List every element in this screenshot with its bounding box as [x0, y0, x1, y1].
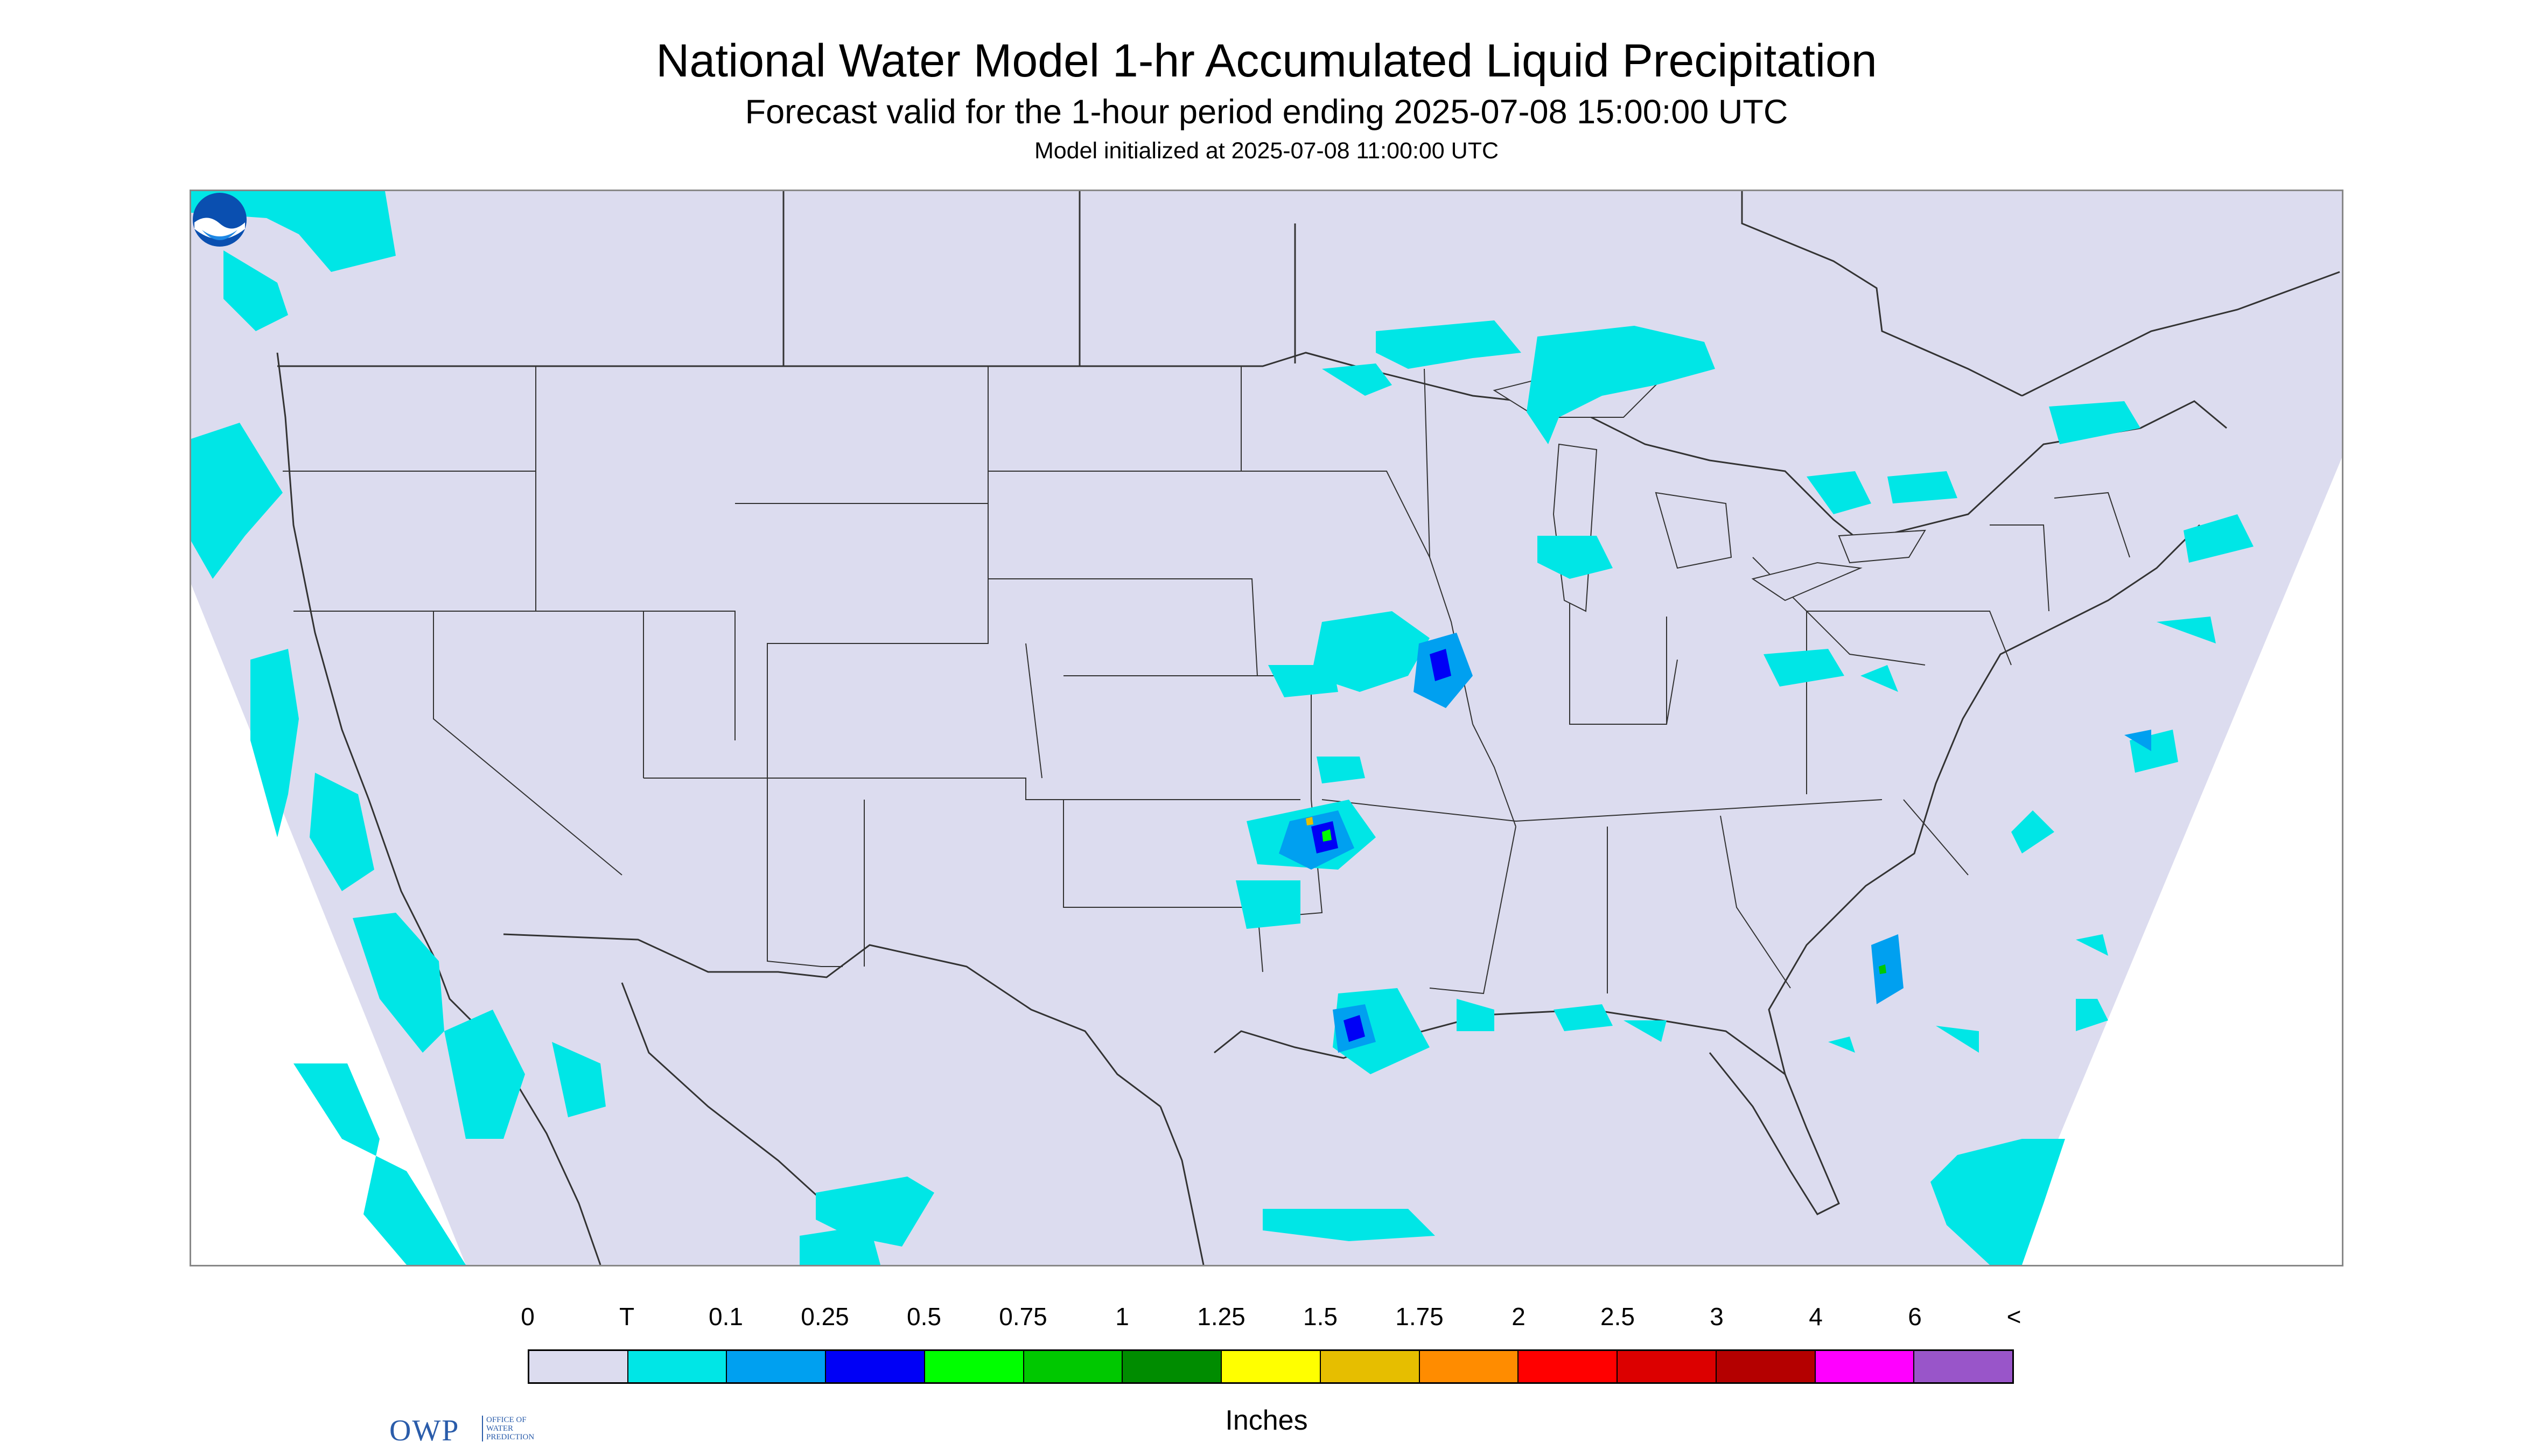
- precipitation-map: OWP OFFICE OF WATER PREDICTION: [190, 190, 2343, 1447]
- legend-tick-label: 0.25: [801, 1303, 849, 1331]
- legend-units-label: Inches: [1225, 1405, 1308, 1436]
- gulf-coast: [1214, 1009, 1840, 1215]
- model-init-subtitle: Model initialized at 2025-07-08 11:00:00…: [1034, 138, 1499, 164]
- legend-tick-label: <: [2006, 1303, 2021, 1331]
- legend-swatch: [1123, 1351, 1222, 1382]
- legend-swatch: [529, 1351, 628, 1382]
- noaa-logo-icon: [193, 193, 247, 247]
- legend-tick-label: 1.75: [1395, 1303, 1444, 1331]
- legend-tick-label: 0.5: [907, 1303, 941, 1331]
- legend-tick-label: 0.1: [709, 1303, 743, 1331]
- legend-tick-labels: 0 T 0.1 0.25 0.5 0.75 1 1.25 1.5 1.75 2 2.5 3 4 6 <: [0, 1302, 2533, 1334]
- owp-logo-text: OFFICE OF WATER PREDICTION: [482, 1416, 551, 1441]
- map-domain: [191, 191, 2342, 1265]
- legend-swatch: [1914, 1351, 2013, 1382]
- quebec-line: [2021, 271, 2340, 397]
- legend-swatch: [1419, 1351, 1519, 1382]
- map-title: National Water Model 1-hr Accumulated Li…: [656, 35, 1877, 87]
- legend-tick-label: 6: [1908, 1303, 1922, 1331]
- legend-swatch: [826, 1351, 925, 1382]
- legend-color-bar: [528, 1349, 2014, 1384]
- precip-heavy-areas: [1306, 649, 1886, 1042]
- mexico-coast-east: [1159, 1106, 1205, 1265]
- hudson-bay-line: [1741, 191, 2023, 397]
- legend-swatch: [1815, 1351, 1915, 1382]
- legend-tick-label: 1.25: [1197, 1303, 1245, 1331]
- legend-swatch: [1716, 1351, 1816, 1382]
- legend-swatch: [1519, 1351, 1618, 1382]
- legend-tick-label: 4: [1809, 1303, 1823, 1331]
- legend-tick-label: 1.5: [1303, 1303, 1338, 1331]
- legend-tick-label: 2: [1512, 1303, 1526, 1331]
- legend-tick-label: 2.5: [1600, 1303, 1635, 1331]
- legend-swatch: [1618, 1351, 1717, 1382]
- owp-logo-mark: OWP: [389, 1414, 460, 1447]
- legend-swatch: [1024, 1351, 1123, 1382]
- legend-tick-label: 1: [1115, 1303, 1129, 1331]
- west-coast: [276, 352, 601, 1265]
- legend-swatch: [1222, 1351, 1321, 1382]
- legend-tick-label: 0: [521, 1303, 535, 1331]
- legend-tick-label: 0.75: [999, 1303, 1047, 1331]
- atlantic-coast: [1768, 524, 2201, 1075]
- legend-swatch: [727, 1351, 827, 1382]
- legend-tick-label: 3: [1710, 1303, 1724, 1331]
- forecast-valid-subtitle: Forecast valid for the 1-hour period end…: [745, 93, 1788, 131]
- legend-swatch: [1320, 1351, 1420, 1382]
- mexico-border: [503, 933, 1161, 1108]
- legend-swatch: [628, 1351, 727, 1382]
- legend-swatch: [925, 1351, 1024, 1382]
- legend-tick-label: T: [619, 1303, 635, 1331]
- map-canvas: [191, 191, 2342, 1265]
- owp-logo: OWP OFFICE OF WATER PREDICTION: [389, 1411, 562, 1449]
